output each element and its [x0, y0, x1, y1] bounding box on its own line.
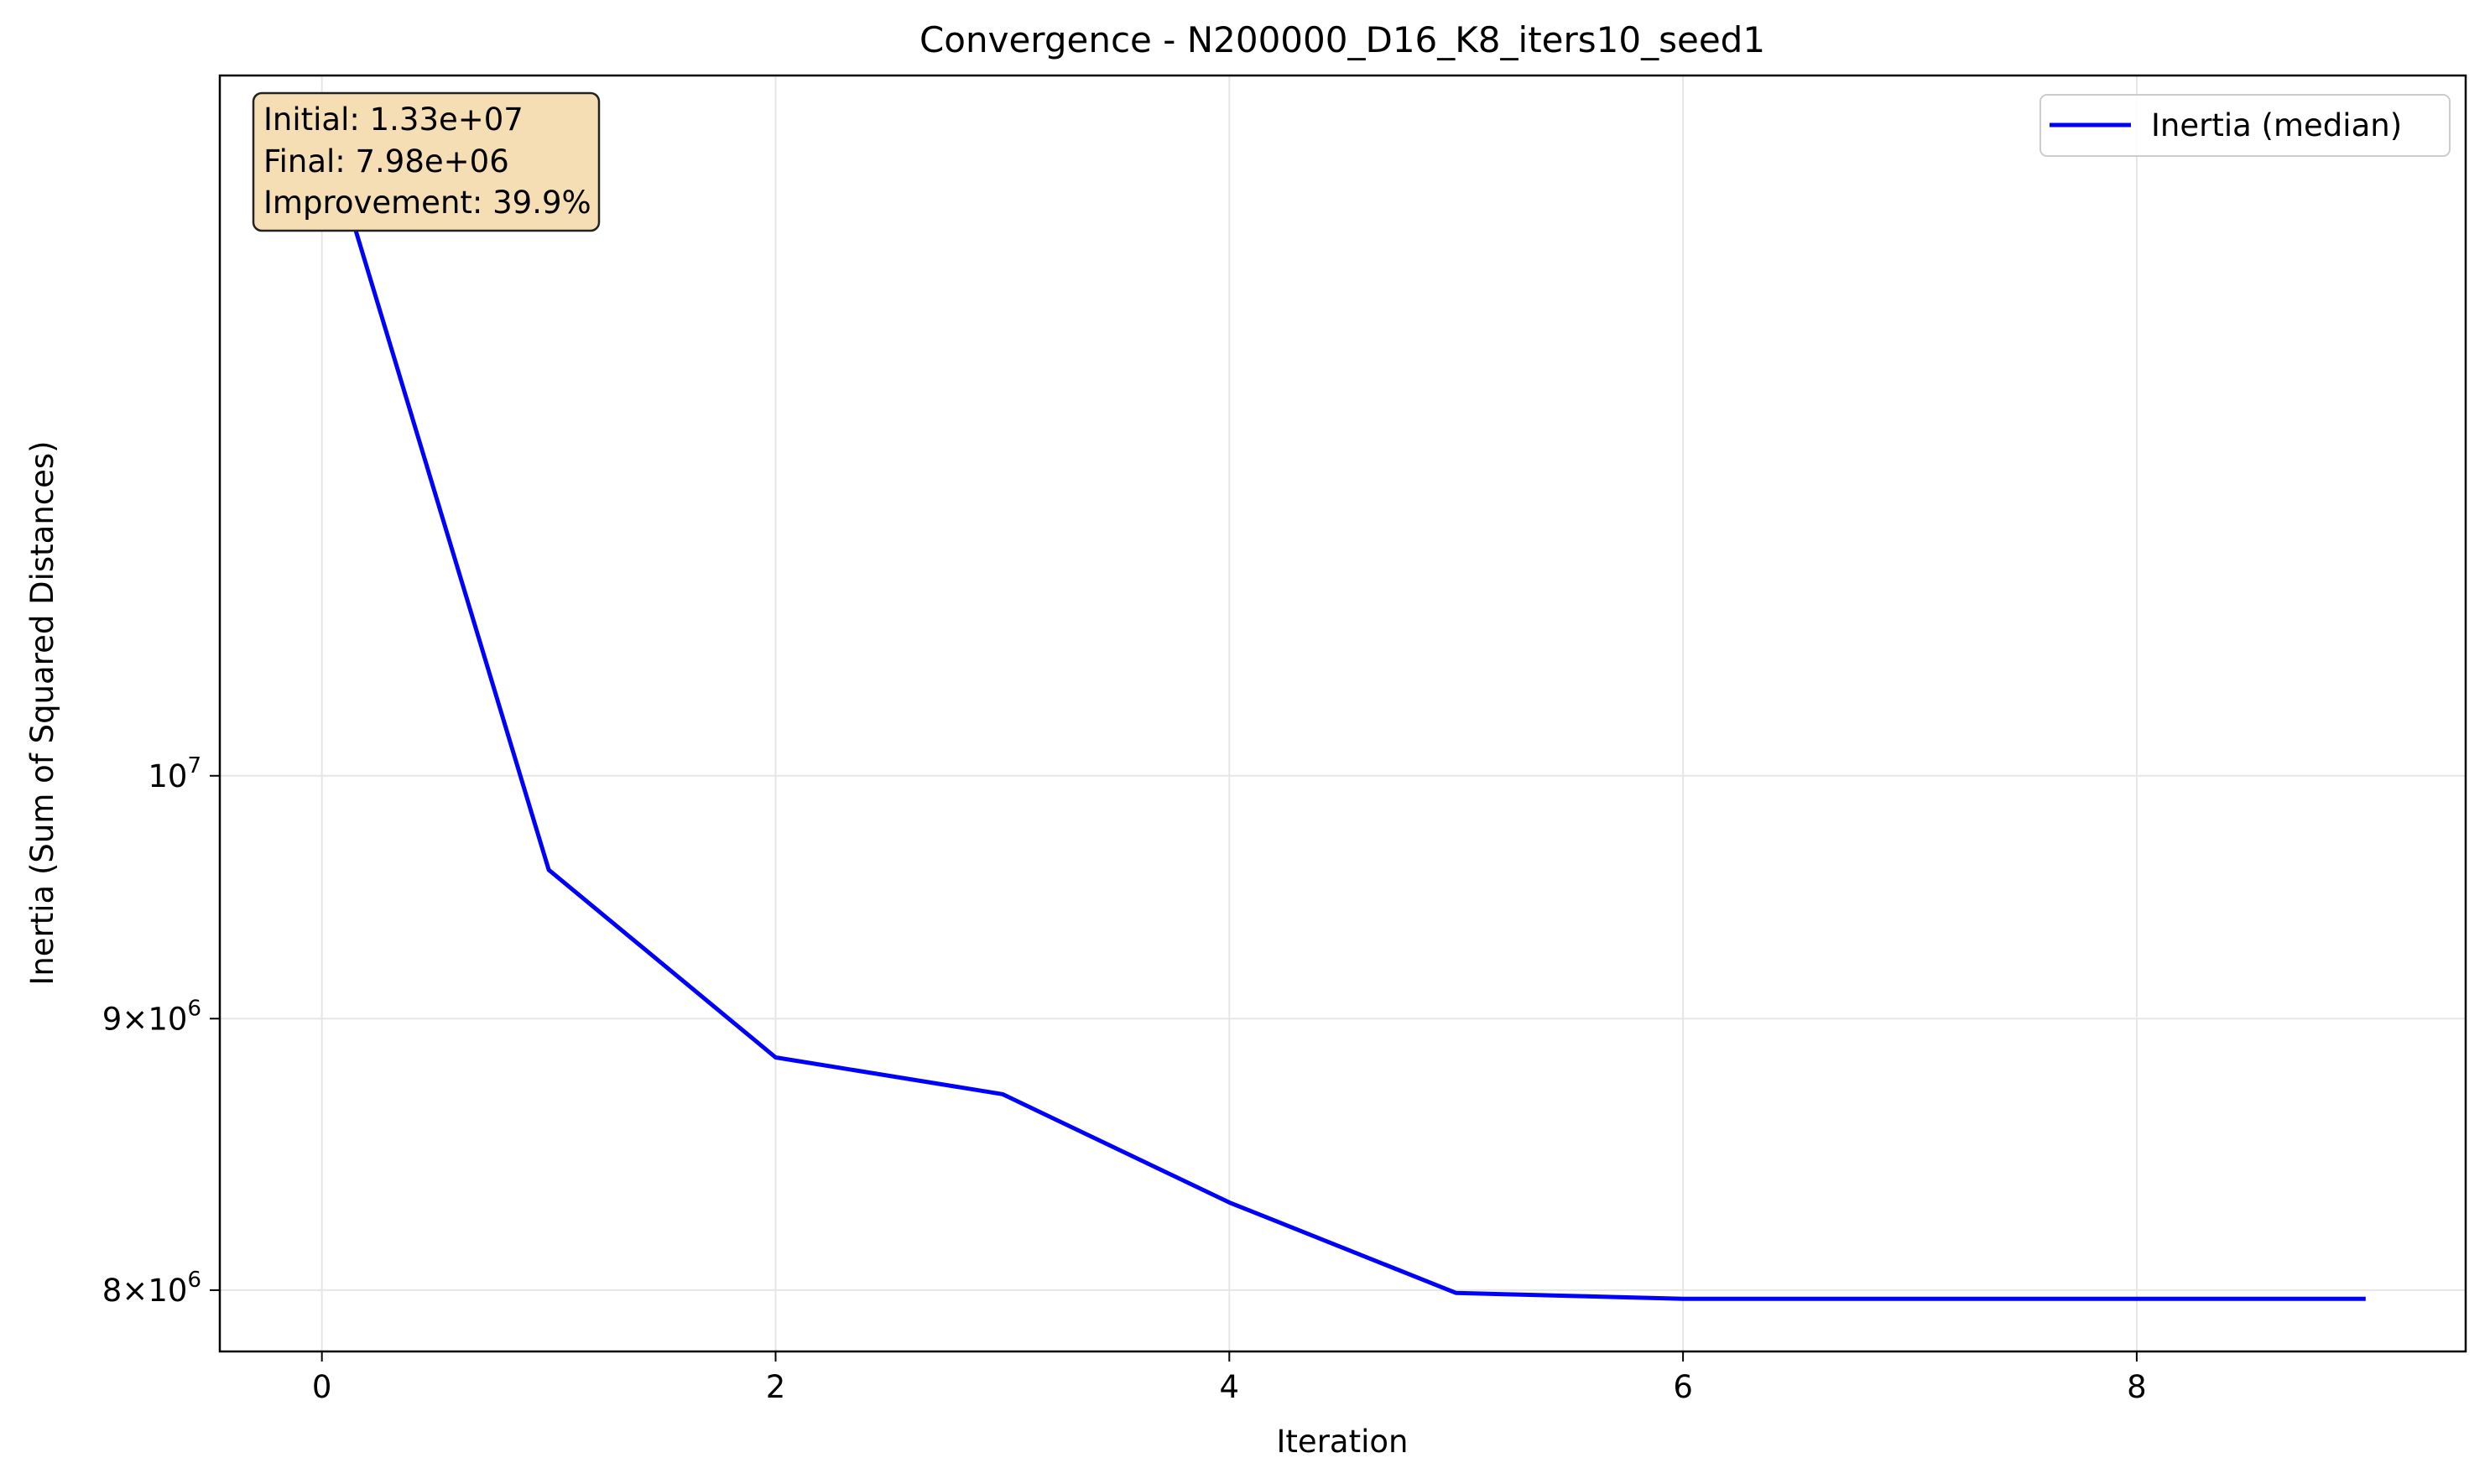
x-axis-label: Iteration [1277, 1424, 1409, 1460]
series-line-inertia-median [319, 116, 2366, 1301]
annotation-improvement: Improvement: 39.9% [263, 185, 591, 221]
x-tick-label: 4 [1220, 1369, 1240, 1405]
stats-annotation-box: Initial: 1.33e+07 Final: 7.98e+06 Improv… [252, 91, 601, 232]
annotation-initial: Initial: 1.33e+07 [263, 102, 524, 138]
plot-area-frame [218, 74, 2467, 1353]
legend-label-inertia: Inertia (median) [2151, 107, 2402, 143]
legend: Inertia (median) [2039, 94, 2451, 157]
grid-lines [220, 76, 2466, 1351]
chart-title: Convergence - N200000_D16_K8_iters10_see… [919, 19, 1765, 60]
x-tick-label: 2 [766, 1369, 786, 1405]
y-tick-label: 8×106 [102, 1268, 201, 1309]
y-axis-label: Inertia (Sum of Squared Distances) [24, 440, 60, 985]
x-tick-label: 6 [1673, 1369, 1693, 1405]
x-tick-label: 8 [2127, 1369, 2147, 1405]
y-tick-label: 9×106 [102, 996, 201, 1037]
x-tick-label: 0 [312, 1369, 332, 1405]
y-tick-label: 107 [148, 753, 201, 794]
annotation-final: Final: 7.98e+06 [263, 143, 509, 180]
y-axis: 8×106 9×106 107 [102, 753, 220, 1309]
legend-frame [2039, 94, 2451, 157]
series-layer [319, 116, 2366, 1301]
x-axis: 0 2 4 6 8 [312, 1351, 2147, 1405]
stats-annotation-background [252, 91, 601, 232]
